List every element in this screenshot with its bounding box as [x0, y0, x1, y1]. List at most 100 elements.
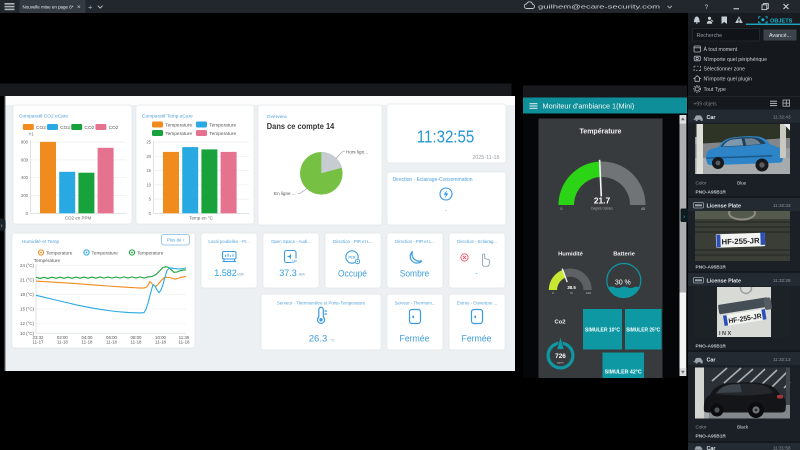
- svg-text:Car: Car: [707, 357, 717, 363]
- svg-text:PNO-A95B1R: PNO-A95B1R: [696, 265, 727, 271]
- svg-text:12 (°C): 12 (°C): [20, 321, 34, 326]
- svg-text:37.3: 37.3: [279, 268, 297, 278]
- svg-text:En ligne ...: En ligne ...: [274, 191, 296, 196]
- svg-text:PIR: PIR: [348, 255, 355, 260]
- svg-text:Fermée: Fermée: [462, 334, 492, 344]
- svg-text:5: 5: [149, 197, 152, 202]
- svg-text:Plus de ›: Plus de ›: [167, 238, 185, 243]
- svg-text:11-18: 11-18: [57, 340, 68, 345]
- svg-text:24 (°C): 24 (°C): [20, 263, 34, 268]
- svg-text:Comparatif Temp eCare: Comparatif Temp eCare: [142, 114, 193, 120]
- svg-text:Degrés Celsius: Degrés Celsius: [591, 207, 613, 211]
- svg-text:Serveur - Thermomètre et Porte: Serveur - Thermomètre et Porte-Temperatu…: [277, 300, 366, 305]
- svg-text:Comparatif CO2 eCare: Comparatif CO2 eCare: [19, 114, 68, 120]
- svg-text:26.3: 26.3: [309, 334, 328, 345]
- svg-text:Car: Car: [707, 115, 717, 121]
- svg-text:200: 200: [21, 193, 29, 198]
- svg-text:06:00: 06:00: [106, 335, 118, 340]
- svg-text:800: 800: [21, 140, 29, 145]
- svg-text:21.7: 21.7: [594, 196, 611, 206]
- svg-text:25: 25: [146, 140, 151, 145]
- svg-text:›: ›: [1, 224, 3, 230]
- svg-text:PNO-A95B1R: PNO-A95B1R: [696, 190, 727, 196]
- svg-text:11:31:58: 11:31:58: [773, 446, 791, 450]
- svg-text:0: 0: [26, 211, 29, 216]
- svg-text:Y1: Y1: [29, 132, 35, 137]
- svg-text:Temp en °C: Temp en °C: [189, 215, 213, 220]
- svg-text:✕: ✕: [77, 5, 81, 11]
- svg-text:%: %: [570, 291, 573, 295]
- svg-text:À tout moment: À tout moment: [704, 46, 738, 53]
- svg-text:Nouvelle mise en page 6*: Nouvelle mise en page 6*: [23, 5, 74, 11]
- svg-text:SIMULER 10°C: SIMULER 10°C: [585, 328, 620, 334]
- svg-text:Local poubelles - Pr...: Local poubelles - Pr...: [208, 239, 249, 244]
- svg-text:11:32:33: 11:32:33: [773, 203, 791, 208]
- svg-text:18 (°C): 18 (°C): [20, 292, 34, 297]
- svg-text:15 (°C): 15 (°C): [20, 307, 34, 312]
- svg-text:08:00: 08:00: [131, 335, 143, 340]
- svg-text:10 (°C): 10 (°C): [20, 331, 34, 336]
- svg-text:Direction - PIR et L...: Direction - PIR et L...: [395, 239, 435, 244]
- svg-text:30 %: 30 %: [615, 280, 631, 287]
- svg-text:Fermée: Fermée: [400, 334, 430, 344]
- svg-text:Co2: Co2: [555, 320, 566, 326]
- svg-text:dBA: dBA: [299, 273, 306, 277]
- svg-text:Sombre: Sombre: [400, 269, 430, 279]
- svg-text:2025-11-18: 2025-11-18: [472, 155, 499, 161]
- svg-text:Hors lign...: Hors lign...: [346, 149, 368, 154]
- svg-text:11-18: 11-18: [82, 340, 93, 345]
- svg-text:20: 20: [146, 154, 151, 159]
- svg-text:Direction - Eclairage-Consomma: Direction - Eclairage-Consommation: [393, 177, 473, 183]
- svg-text:+99 objets: +99 objets: [694, 101, 718, 107]
- svg-text:11:32:28: 11:32:28: [773, 278, 791, 283]
- svg-text:02:00: 02:00: [57, 335, 69, 340]
- svg-text:›: ›: [683, 213, 685, 220]
- svg-text:Température: Température: [34, 258, 61, 263]
- svg-text:Batterie: Batterie: [613, 252, 635, 258]
- svg-text:11-17: 11-17: [33, 340, 44, 345]
- svg-text:15: 15: [146, 168, 151, 173]
- svg-text:CO2 en PPM: CO2 en PPM: [65, 215, 92, 220]
- svg-text:CO2: CO2: [84, 125, 94, 131]
- svg-text:guilhem@ecare-security.com: guilhem@ecare-security.com: [538, 5, 660, 11]
- svg-text:Lav: Lav: [292, 259, 298, 263]
- svg-text:11:35: 11:35: [179, 335, 190, 340]
- svg-text:04:00: 04:00: [82, 335, 94, 340]
- svg-text:10: 10: [146, 182, 151, 187]
- svg-text:°C: °C: [330, 338, 335, 343]
- svg-text:ppm: ppm: [557, 361, 563, 365]
- svg-text:-: -: [475, 271, 478, 278]
- svg-text:?: ?: [705, 5, 709, 11]
- svg-text:Car: Car: [707, 446, 717, 450]
- svg-text:Open Space - Audi...: Open Space - Audi...: [271, 239, 311, 244]
- svg-text:Serveur - Thermom...: Serveur - Thermom...: [395, 300, 436, 305]
- svg-text:CO2: CO2: [36, 125, 46, 131]
- svg-text:0: 0: [552, 291, 554, 295]
- svg-text:Temperature: Temperature: [137, 250, 164, 255]
- svg-text:SIMULER 25°C: SIMULER 25°C: [626, 328, 660, 334]
- svg-text:Entrée - Ouverture ...: Entrée - Ouverture ...: [457, 300, 497, 305]
- svg-text:Temperature: Temperature: [165, 123, 192, 129]
- svg-text:Humidité: Humidité: [558, 252, 584, 258]
- svg-text:Temperature: Temperature: [165, 131, 192, 137]
- svg-text:23:32: 23:32: [33, 335, 45, 340]
- svg-text:Temperature: Temperature: [46, 250, 73, 255]
- svg-text:Overview: Overview: [267, 114, 288, 120]
- svg-text:11-18: 11-18: [106, 340, 117, 345]
- svg-text:100: 100: [586, 291, 591, 295]
- svg-text:45: 45: [641, 207, 645, 211]
- svg-text:726: 726: [555, 353, 566, 360]
- svg-text:Moniteur d'ambiance 1(Mini): Moniteur d'ambiance 1(Mini): [543, 102, 635, 111]
- svg-text:11:32:55: 11:32:55: [417, 126, 475, 146]
- svg-text:Dans ce compte 14: Dans ce compte 14: [267, 122, 335, 131]
- svg-text:Humidité et Temp: Humidité et Temp: [22, 239, 60, 245]
- svg-text:Color: Color: [696, 181, 707, 186]
- svg-text:11-18: 11-18: [155, 340, 166, 345]
- svg-text:Direction - Eclairag...: Direction - Eclairag...: [457, 239, 497, 244]
- svg-text:INX: INX: [719, 331, 733, 337]
- svg-text:Temperature: Temperature: [209, 131, 236, 137]
- svg-text:400: 400: [21, 175, 29, 180]
- svg-text:11:32:43: 11:32:43: [773, 115, 791, 120]
- svg-text:11-18: 11-18: [179, 340, 190, 345]
- svg-text:0: 0: [561, 207, 563, 211]
